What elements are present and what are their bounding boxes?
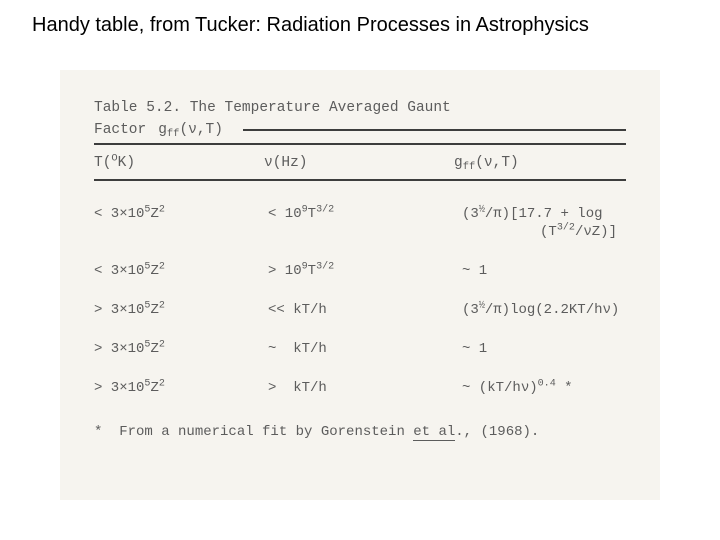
table-header-row: T(OK) ν(Hz) gff(ν,T) <box>94 145 626 179</box>
table-title: The Temperature Averaged Gaunt <box>190 100 451 116</box>
table-cell: ~ 1 <box>462 330 626 369</box>
table-cell: ~ (kT/hν)0.4 * <box>462 369 626 408</box>
table-cell: > 109T3/2 <box>268 252 462 291</box>
table-cell: > 3×105Z2 <box>94 330 268 369</box>
table-row: < 3×105Z2< 109T3/2(3½/π)[17.7 + log(T3/2… <box>94 195 626 253</box>
caption-text: Handy table, from Tucker: Radiation Proc… <box>32 14 589 37</box>
header-col-temperature: T(OK) <box>94 155 264 171</box>
table-cell: < 109T3/2 <box>268 195 462 253</box>
page: Handy table, from Tucker: Radiation Proc… <box>0 0 720 540</box>
table-row: > 3×105Z2> kT/h~ (kT/hν)0.4 * <box>94 369 626 408</box>
factor-symbol: gff(ν,T) <box>158 120 223 140</box>
scanned-table-panel: Table 5.2. The Temperature Averaged Gaun… <box>60 70 660 500</box>
mid-rule <box>94 179 626 181</box>
table-row: > 3×105Z2<< kT/h(3½/π)log(2.2KT/hν) <box>94 291 626 330</box>
header-col-gaunt: gff(ν,T) <box>454 155 626 171</box>
table-cell: < 3×105Z2 <box>94 195 268 253</box>
table-cell: (3½/π)log(2.2KT/hν) <box>462 291 626 330</box>
header-col-frequency: ν(Hz) <box>264 155 454 171</box>
factor-line: Factor gff(ν,T) <box>94 120 626 140</box>
table-cell: > 3×105Z2 <box>94 291 268 330</box>
table-number: Table 5.2. <box>94 100 181 116</box>
table-cell: ~ 1 <box>462 252 626 291</box>
table-title-line: Table 5.2. The Temperature Averaged Gaun… <box>94 98 626 118</box>
table-cell: < 3×105Z2 <box>94 252 268 291</box>
table-row: < 3×105Z2> 109T3/2~ 1 <box>94 252 626 291</box>
gaunt-table: < 3×105Z2< 109T3/2(3½/π)[17.7 + log(T3/2… <box>94 195 626 408</box>
table-row: > 3×105Z2~ kT/h~ 1 <box>94 330 626 369</box>
footnote: * From a numerical fit by Gorenstein et … <box>94 422 626 443</box>
factor-prefix: Factor <box>94 120 146 140</box>
table-cell: ~ kT/h <box>268 330 462 369</box>
gaunt-table-body: < 3×105Z2< 109T3/2(3½/π)[17.7 + log(T3/2… <box>94 195 626 408</box>
table-cell: > kT/h <box>268 369 462 408</box>
table-cell: > 3×105Z2 <box>94 369 268 408</box>
table-cell: (3½/π)[17.7 + log(T3/2/νZ)] <box>462 195 626 253</box>
table-cell: << kT/h <box>268 291 462 330</box>
rule-after-factor <box>243 129 626 131</box>
